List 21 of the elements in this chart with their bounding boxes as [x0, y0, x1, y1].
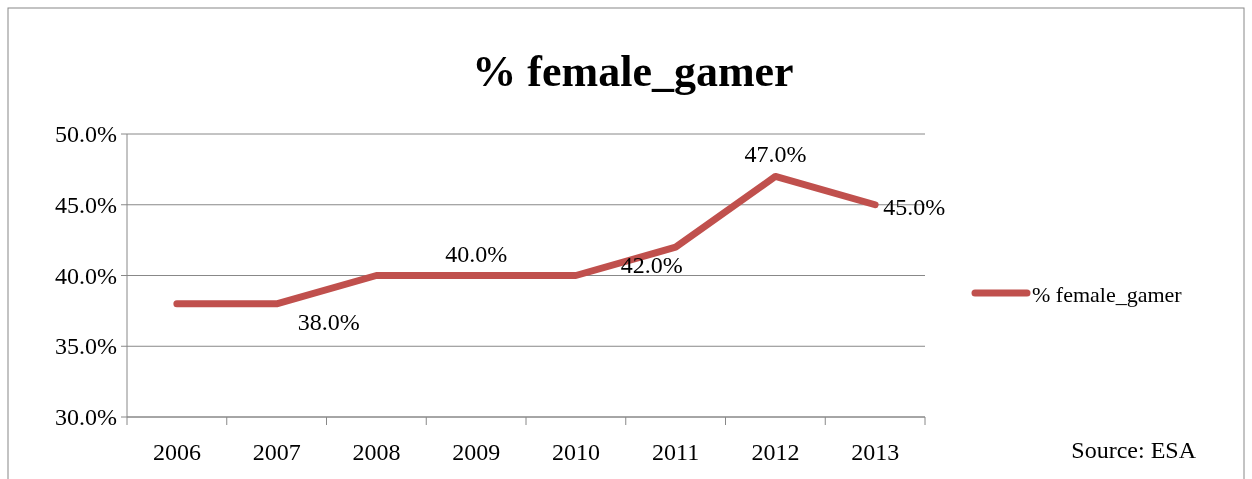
x-tick-label: 2009	[452, 439, 501, 465]
data-label: 40.0%	[445, 240, 508, 267]
data-label: 42.0%	[620, 252, 683, 279]
source-note: Source: ESA	[1071, 437, 1197, 463]
data-label: 45.0%	[883, 193, 946, 220]
x-tick-label: 2008	[352, 439, 401, 465]
y-tick-label: 35.0%	[55, 333, 117, 360]
x-tick-label: 2012	[751, 439, 800, 465]
x-tick-label: 2010	[551, 439, 600, 465]
x-tick-label: 2013	[851, 439, 900, 465]
x-tick-label: 2006	[152, 439, 201, 465]
x-tick-label: 2007	[252, 439, 301, 465]
y-tick-label: 50.0%	[55, 121, 117, 147]
data-label: 38.0%	[297, 308, 360, 335]
chart-title: % female_gamer	[472, 47, 794, 96]
y-tick-label: 45.0%	[55, 191, 117, 218]
y-tick-label: 40.0%	[55, 262, 117, 289]
y-tick-label: 30.0%	[55, 404, 117, 430]
legend-label: % female_gamer	[1032, 282, 1183, 307]
x-tick-label: 2011	[652, 439, 700, 465]
data-label: 47.0%	[744, 141, 807, 168]
